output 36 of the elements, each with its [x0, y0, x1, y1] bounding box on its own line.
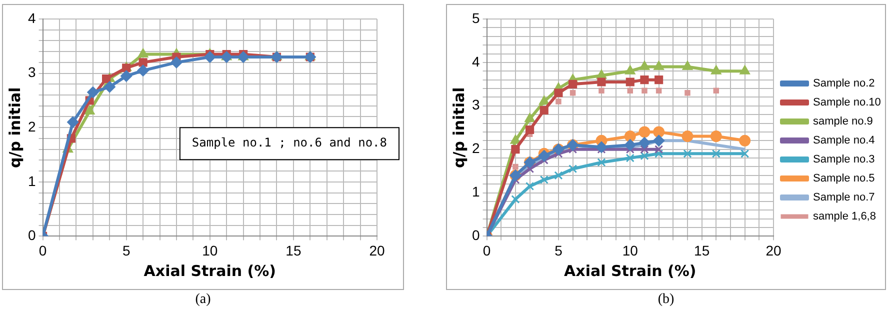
y-tick-label: 4: [28, 10, 36, 26]
y-tick-label: 2: [472, 140, 480, 156]
legend-label: sample 1,6,8: [813, 210, 876, 223]
y-tick-label: 0: [472, 227, 480, 244]
legend-label: Sample no.4: [813, 134, 875, 147]
y-tick-label: 2: [28, 118, 36, 134]
y-tick-label: 0: [28, 227, 36, 244]
x-tick-label: 10: [622, 242, 638, 258]
x-tick-label: 10: [202, 242, 218, 258]
x-tick-label: 20: [369, 242, 385, 258]
x-tick-label: 5: [122, 242, 130, 258]
text: (b): [656, 292, 676, 308]
legend-label: Sample no.2: [813, 78, 875, 90]
y-axis-title: q/p initial: [450, 87, 468, 168]
legend-label: Sample no.5: [813, 172, 875, 185]
y-tick-label: 4: [472, 53, 480, 70]
x-tick-label: 15: [286, 242, 302, 258]
text: (a): [194, 292, 212, 308]
y-tick-label: 5: [472, 10, 480, 26]
legend-label: sample no.9: [813, 116, 873, 128]
y-tick-label: 3: [28, 64, 36, 80]
x-tick-label: 5: [554, 242, 563, 258]
y-axis-title: q/p initial: [6, 87, 24, 168]
y-tick-label: 1: [472, 184, 480, 200]
x-tick-label: 0: [38, 242, 47, 258]
y-tick-label: 3: [472, 96, 480, 113]
legend-label: Sample no.10: [813, 96, 881, 109]
x-tick-label: 20: [766, 242, 782, 258]
x-axis-title: Axial Strain (%): [144, 262, 276, 280]
y-tick-label: 1: [28, 172, 36, 189]
annotation: Sample no.1 ; no.6 and no.8: [192, 136, 388, 150]
legend-label: Sample no.3: [813, 154, 875, 166]
legend-label: Sample no.7: [813, 192, 875, 204]
x-tick-label: 15: [694, 242, 710, 258]
x-tick-label: 0: [482, 242, 491, 258]
x-axis-title: Axial Strain (%): [564, 262, 696, 280]
